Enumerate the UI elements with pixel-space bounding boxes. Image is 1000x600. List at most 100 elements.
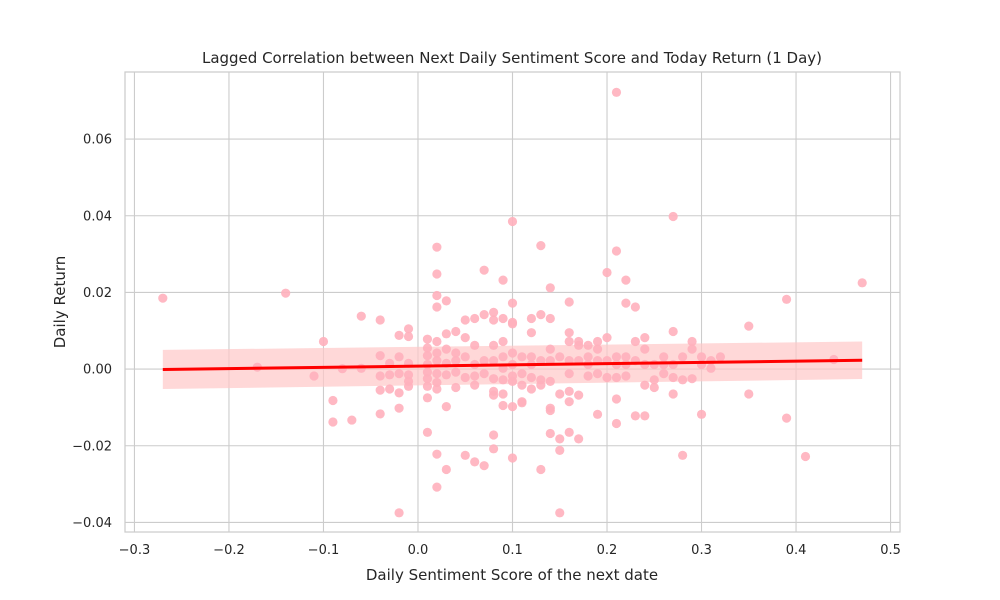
data-point bbox=[545, 344, 555, 354]
data-point bbox=[422, 427, 433, 437]
data-point bbox=[432, 384, 442, 394]
data-point bbox=[564, 336, 574, 347]
data-point bbox=[526, 352, 537, 362]
data-point bbox=[507, 319, 518, 329]
data-point bbox=[460, 372, 470, 383]
data-point bbox=[432, 369, 442, 379]
data-point bbox=[394, 403, 404, 413]
data-point bbox=[356, 311, 366, 321]
data-point bbox=[744, 321, 754, 331]
x-tick-label: 0.4 bbox=[786, 543, 807, 558]
data-point bbox=[479, 461, 489, 471]
data-point bbox=[394, 330, 404, 340]
data-point bbox=[611, 352, 622, 362]
data-point bbox=[470, 371, 480, 381]
data-point bbox=[706, 363, 716, 373]
data-point bbox=[592, 369, 603, 379]
data-point bbox=[451, 348, 461, 358]
data-point bbox=[744, 389, 754, 399]
data-point bbox=[385, 370, 395, 380]
data-point bbox=[432, 356, 442, 366]
data-point bbox=[668, 211, 678, 222]
data-point bbox=[441, 329, 451, 339]
data-point bbox=[403, 370, 414, 380]
data-point bbox=[375, 385, 385, 395]
y-tick-label: 0.04 bbox=[83, 209, 112, 224]
data-point bbox=[441, 402, 451, 412]
data-point bbox=[640, 411, 650, 421]
data-point bbox=[564, 297, 574, 307]
data-point bbox=[687, 344, 697, 354]
data-point bbox=[564, 427, 574, 437]
data-point bbox=[318, 336, 329, 347]
data-point bbox=[602, 333, 612, 343]
data-point bbox=[460, 352, 470, 362]
data-point bbox=[526, 328, 537, 338]
data-point bbox=[488, 356, 499, 366]
data-point bbox=[432, 449, 442, 459]
data-point bbox=[479, 265, 489, 275]
data-point bbox=[498, 275, 508, 285]
data-point bbox=[687, 374, 697, 384]
data-point bbox=[659, 359, 669, 370]
data-point bbox=[640, 380, 650, 390]
data-point bbox=[592, 344, 603, 354]
data-point bbox=[470, 340, 480, 350]
data-point bbox=[526, 313, 537, 324]
data-point bbox=[460, 315, 470, 325]
data-point bbox=[668, 326, 678, 337]
data-point bbox=[328, 395, 338, 406]
data-point bbox=[403, 381, 414, 391]
data-point bbox=[564, 386, 574, 396]
data-point bbox=[422, 381, 433, 391]
data-point bbox=[460, 450, 470, 460]
data-point bbox=[630, 302, 640, 312]
data-point bbox=[498, 389, 508, 399]
data-point bbox=[470, 313, 480, 324]
data-point bbox=[479, 369, 489, 379]
data-point bbox=[451, 367, 461, 377]
data-point bbox=[611, 246, 622, 256]
x-tick-label: −0.1 bbox=[308, 543, 340, 558]
data-point bbox=[441, 344, 451, 354]
data-point bbox=[592, 409, 603, 419]
data-point bbox=[668, 389, 678, 399]
data-point bbox=[403, 324, 414, 334]
y-tick-label: 0.00 bbox=[83, 363, 112, 378]
x-tick-label: 0.5 bbox=[880, 543, 901, 558]
y-tick-label: 0.02 bbox=[83, 286, 112, 301]
data-point bbox=[432, 348, 442, 358]
data-point bbox=[488, 307, 499, 317]
y-tick-label: −0.04 bbox=[72, 516, 112, 531]
x-tick-labels: −0.3 −0.2 −0.1 0.0 0.1 0.2 0.3 0.4 0.5 bbox=[119, 543, 901, 558]
data-point bbox=[659, 369, 669, 379]
data-point bbox=[621, 298, 631, 308]
data-point bbox=[422, 374, 433, 384]
data-point bbox=[649, 375, 659, 385]
data-point bbox=[498, 375, 508, 385]
data-point bbox=[403, 331, 414, 342]
data-point bbox=[507, 298, 518, 308]
data-point bbox=[536, 464, 546, 475]
data-point bbox=[564, 369, 574, 379]
data-point bbox=[422, 343, 433, 353]
data-point bbox=[394, 508, 404, 518]
data-point bbox=[328, 417, 338, 427]
data-point bbox=[441, 296, 451, 306]
data-point bbox=[687, 336, 697, 347]
plot-frame bbox=[124, 71, 901, 533]
chart-title: Lagged Correlation between Next Daily Se… bbox=[202, 49, 822, 67]
data-point bbox=[611, 394, 622, 404]
data-point bbox=[422, 393, 433, 403]
data-point bbox=[498, 400, 508, 411]
data-point bbox=[309, 371, 319, 381]
data-point bbox=[536, 356, 546, 366]
data-point bbox=[611, 87, 622, 97]
x-tick-label: 0.2 bbox=[597, 543, 618, 558]
x-tick-label: 0.0 bbox=[408, 543, 429, 558]
y-tick-label: 0.06 bbox=[83, 133, 112, 148]
data-point bbox=[507, 376, 518, 386]
data-point bbox=[602, 372, 612, 383]
y-tick-label: −0.02 bbox=[72, 439, 112, 454]
